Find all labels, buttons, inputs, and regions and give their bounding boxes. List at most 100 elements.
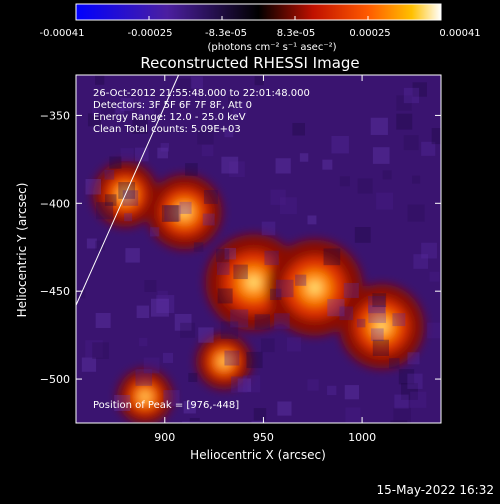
image-pixel: [429, 271, 440, 282]
peak-position-label: Position of Peak = [976,-448]: [93, 400, 239, 411]
y-axis-ticks: −350 −400 −450 −500: [40, 109, 441, 386]
image-pixel: [188, 372, 198, 382]
image-pixel: [203, 190, 218, 204]
image-pixel: [124, 213, 133, 222]
image-pixel: [254, 314, 271, 330]
annotation-detectors: Detectors: 3F 5F 6F 7F 8F, Att 0: [93, 100, 252, 111]
image-pixel: [183, 401, 196, 414]
image-pixel: [403, 135, 419, 151]
plot-frame: [75, 74, 442, 424]
y-tick-label: −400: [40, 197, 70, 210]
image-pixel: [198, 327, 214, 343]
colorbar-tick-label: 8.3e-05: [277, 28, 315, 39]
image-pixel: [221, 156, 239, 174]
emission-source: [246, 275, 261, 290]
image-pixel: [401, 383, 418, 400]
image-pixel: [339, 306, 354, 321]
image-pixel: [120, 148, 134, 162]
image-pixel: [163, 390, 180, 407]
image-pixel: [254, 76, 264, 86]
image-pixel: [372, 339, 389, 356]
image-pixel: [327, 299, 345, 317]
x-tick-label: 950: [253, 431, 274, 444]
image-pixel: [356, 318, 366, 328]
image-pixel: [230, 309, 249, 328]
image-pixel: [427, 322, 441, 339]
x-axis-label: Heliocentric X (arcsec): [190, 448, 326, 462]
image-pixel: [85, 178, 102, 195]
colorbar-ticks: [75, 16, 442, 20]
image-pixel: [407, 204, 425, 222]
image-pixel: [344, 385, 359, 400]
image-pixel: [96, 101, 115, 120]
emission-source: [141, 392, 149, 401]
image-pixel: [92, 342, 109, 360]
image-pixel: [372, 147, 390, 164]
image-pixel: [413, 254, 429, 269]
image-pixel: [174, 313, 192, 331]
image-pixel: [109, 156, 122, 169]
image-pixel: [232, 101, 248, 116]
image-pixel: [286, 337, 302, 352]
x-tick-label: 900: [154, 431, 175, 444]
emission-source: [375, 320, 388, 333]
image-pixel: [307, 379, 319, 391]
image-pixel: [143, 357, 160, 374]
image-pixel: [224, 350, 240, 366]
image-pixel: [396, 113, 413, 130]
image-pixel: [253, 408, 267, 421]
image-pixel: [197, 128, 214, 145]
image-pixel: [392, 313, 406, 327]
image-pixel: [331, 135, 349, 154]
annotation-counts: Clean Total counts: 5.09E+03: [93, 124, 241, 135]
image-pixel: [216, 262, 230, 275]
annotation-energy: Energy Range: 12.0 - 25.0 keV: [93, 112, 246, 123]
image-pixel: [292, 122, 305, 136]
image-pixel: [85, 340, 103, 358]
image-pixel: [389, 358, 400, 369]
heatmap: [76, 75, 441, 423]
image-pixel: [185, 163, 198, 176]
image-pixel: [95, 240, 105, 251]
image-pixel: [260, 338, 275, 353]
image-pixel: [431, 128, 441, 145]
image-pixel: [243, 375, 261, 393]
image-pixel: [231, 376, 248, 393]
image-pixel: [120, 98, 134, 112]
image-pixel: [394, 394, 409, 409]
image-pixel: [122, 190, 139, 206]
image-pixel: [150, 227, 160, 237]
image-pixel: [139, 337, 148, 347]
image-pixel: [354, 227, 371, 243]
image-pixel: [157, 290, 168, 302]
image-pixel: [182, 421, 200, 423]
timestamp: 15-May-2022 16:32: [377, 483, 494, 497]
image-pixel: [274, 313, 290, 329]
colorbar-tick-label: -0.00041: [40, 28, 85, 39]
image-pixel: [144, 279, 157, 292]
image-pixel: [81, 357, 97, 372]
image-pixel: [104, 194, 117, 206]
image-pixel: [193, 242, 204, 252]
image-pixel: [190, 76, 203, 89]
image-pixel: [343, 282, 359, 298]
image-pixel: [261, 221, 276, 236]
image-pixel: [96, 202, 114, 220]
image-pixel: [370, 328, 384, 342]
image-pixel: [270, 288, 282, 301]
image-pixel: [104, 169, 115, 180]
image-pixel: [224, 247, 237, 260]
image-pixel: [87, 113, 101, 127]
image-pixel: [376, 192, 394, 210]
image-pixel: [370, 117, 388, 135]
image-pixel: [270, 189, 286, 205]
image-pixel: [233, 264, 248, 280]
image-pixel: [307, 215, 317, 225]
colorbar-unit-label: (photons cm⁻² s⁻¹ asec⁻²): [207, 42, 336, 53]
image-pixel: [339, 176, 350, 187]
image-pixel: [164, 205, 181, 222]
image-pixel: [176, 78, 193, 95]
image-pixel: [393, 407, 411, 423]
image-pixel: [357, 178, 373, 194]
